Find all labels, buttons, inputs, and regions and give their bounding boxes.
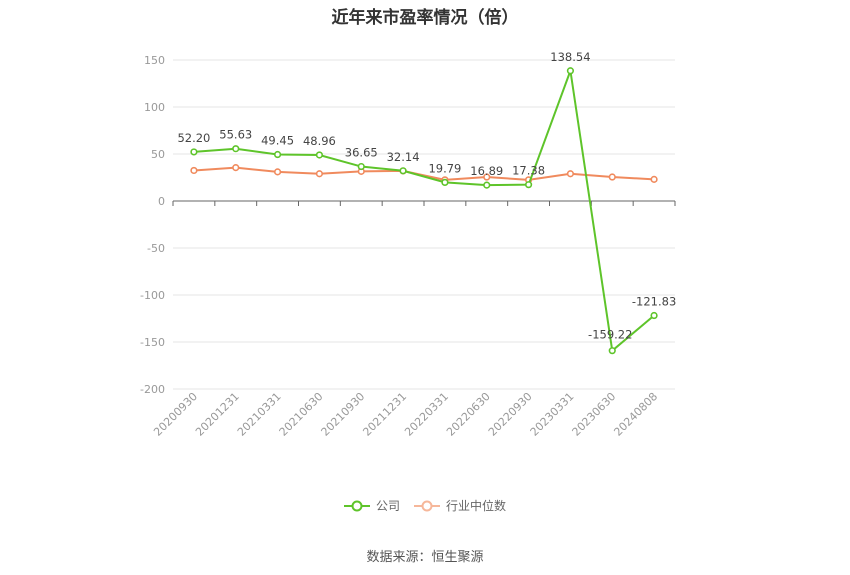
x-tick-label: 20210331 bbox=[235, 390, 284, 439]
x-tick-label: 20220630 bbox=[444, 390, 493, 439]
line-chart: 150 100 50 0 -50 -100 -150 -200 202009302020123… bbox=[140, 50, 676, 439]
industry-data-point[interactable] bbox=[315, 170, 324, 178]
company-data-point[interactable] bbox=[650, 311, 658, 320]
industry-data-point[interactable] bbox=[608, 173, 616, 181]
company-data-label: 49.45 bbox=[261, 134, 294, 148]
x-tick-label: 20201231 bbox=[193, 390, 242, 439]
x-tick-label: 20210930 bbox=[319, 390, 368, 439]
industry-data-point[interactable] bbox=[566, 170, 575, 178]
company-data-point[interactable] bbox=[608, 347, 616, 355]
legend-item-industry-median[interactable]: 行业中位数 bbox=[414, 497, 506, 514]
company-data-label: 138.54 bbox=[550, 50, 590, 64]
company-data-label: 19.79 bbox=[428, 161, 461, 175]
y-axis-ticks: 150 100 50 0 -50 -100 -150 -200 bbox=[140, 54, 165, 396]
company-data-point[interactable] bbox=[315, 151, 324, 159]
company-data-point[interactable] bbox=[190, 148, 198, 156]
y-tick-label: 50 bbox=[151, 148, 165, 161]
legend-industry-line-icon bbox=[414, 500, 440, 511]
series-line-industry-median bbox=[193, 166, 655, 181]
x-tick-label: 20220331 bbox=[402, 390, 451, 439]
company-data-label: 16.89 bbox=[470, 164, 503, 178]
x-tick-label: 20220930 bbox=[486, 390, 535, 439]
industry-data-point[interactable] bbox=[483, 173, 491, 181]
series-lines bbox=[190, 67, 658, 355]
company-data-label: 55.63 bbox=[219, 128, 252, 142]
x-tick-label: 20230331 bbox=[528, 390, 577, 439]
series-line-company bbox=[193, 70, 655, 353]
x-axis: 2020093020201231202103312021063020210930… bbox=[151, 200, 676, 439]
x-tick-label: 20200930 bbox=[151, 390, 200, 439]
y-tick-label: 0 bbox=[158, 195, 165, 208]
y-tick-label: 100 bbox=[144, 101, 165, 114]
y-tick-label: 150 bbox=[144, 54, 165, 67]
industry-data-point[interactable] bbox=[232, 164, 240, 172]
grid-lines bbox=[173, 59, 675, 390]
data-source: 数据来源：恒生聚源 bbox=[366, 550, 484, 565]
y-tick-label: -200 bbox=[140, 383, 165, 396]
legend-company-line-icon bbox=[343, 500, 370, 511]
data-labels: 52.20 55.63 49.45 48.96 36.65 32.14 19.79 16.89… bbox=[177, 50, 676, 342]
y-tick-label: -100 bbox=[140, 289, 165, 302]
company-data-label: 32.14 bbox=[387, 150, 420, 164]
company-data-label: 52.20 bbox=[177, 131, 210, 145]
company-data-point[interactable] bbox=[399, 167, 407, 175]
legend-company-label: 公司 bbox=[375, 499, 400, 513]
company-data-label: -121.83 bbox=[632, 295, 676, 309]
x-tick-label: 20230630 bbox=[570, 390, 619, 439]
company-data-label: -159.22 bbox=[588, 328, 632, 342]
industry-data-point[interactable] bbox=[190, 166, 198, 175]
company-data-point[interactable] bbox=[441, 178, 449, 186]
company-data-label: 36.65 bbox=[345, 146, 378, 160]
industry-data-point[interactable] bbox=[273, 168, 282, 176]
chart-title: 近年来市盈率情况（倍） bbox=[331, 8, 519, 28]
company-data-point[interactable] bbox=[357, 162, 365, 171]
x-tick-label: 20211231 bbox=[360, 390, 409, 439]
company-data-point[interactable] bbox=[273, 150, 282, 159]
x-tick-label: 20210630 bbox=[277, 390, 326, 439]
legend: 公司 行业中位数 bbox=[0, 497, 850, 514]
legend-item-company[interactable]: 公司 bbox=[343, 497, 400, 514]
legend-industry-label: 行业中位数 bbox=[446, 499, 507, 513]
company-data-label: 17.38 bbox=[512, 164, 545, 178]
company-data-point[interactable] bbox=[483, 181, 491, 189]
industry-data-point[interactable] bbox=[650, 175, 658, 183]
y-tick-label: -50 bbox=[147, 242, 165, 255]
company-data-point[interactable] bbox=[524, 181, 533, 189]
company-data-point[interactable] bbox=[566, 67, 575, 75]
y-tick-label: -150 bbox=[140, 336, 165, 349]
x-tick-label: 20240808 bbox=[611, 390, 660, 439]
company-data-point[interactable] bbox=[232, 145, 240, 153]
company-data-label: 48.96 bbox=[303, 134, 336, 148]
